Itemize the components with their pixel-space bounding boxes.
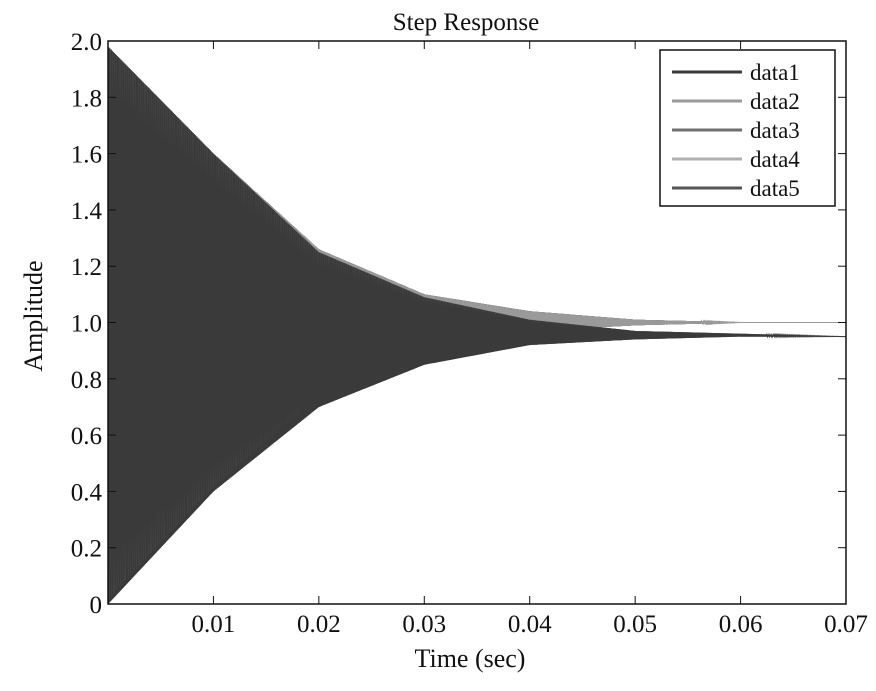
y-tick-label: 1.6 (71, 142, 102, 169)
x-tick-label: 0.07 (824, 611, 868, 638)
series-lines (107, 46, 846, 604)
legend-label-data4: data4 (750, 147, 800, 172)
series-line-data1 (107, 46, 846, 604)
y-axis-title: Amplitude (19, 260, 48, 371)
x-tick-label: 0.04 (508, 611, 552, 638)
legend-label-data5: data5 (750, 176, 800, 201)
x-tick-label: 0.03 (402, 611, 446, 638)
y-tick-label: 0 (90, 592, 103, 619)
y-tick-label: 0.2 (71, 536, 102, 563)
y-tick-label: 1.0 (71, 311, 102, 338)
x-tick-label: 0.01 (192, 611, 236, 638)
y-tick-label: 0.4 (71, 479, 103, 506)
x-tick-label: 0.06 (719, 611, 763, 638)
x-tick-label: 0.05 (613, 611, 657, 638)
y-tick-label: 1.8 (71, 85, 102, 112)
legend-label-data3: data3 (750, 118, 800, 143)
y-tick-label: 1.4 (71, 198, 103, 225)
legend-label-data1: data1 (750, 60, 800, 85)
legend-label-data2: data2 (750, 89, 800, 114)
y-tick-label: 0.8 (71, 367, 102, 394)
axis-ticks: 0.01 0.02 0.03 0.04 0.05 0.06 0.07 0 0.2 0.4 0.6 0.… (71, 29, 868, 638)
x-axis-title: Time (sec) (415, 644, 526, 673)
chart-title: Step Response (393, 9, 540, 36)
legend: data1 data2 data3 data4 data5 (659, 49, 836, 207)
y-tick-label: 1.2 (71, 254, 102, 281)
legend-box (659, 49, 836, 207)
y-tick-label: 0.6 (71, 423, 102, 450)
x-tick-label: 0.02 (297, 611, 341, 638)
y-tick-label: 2.0 (71, 29, 102, 56)
